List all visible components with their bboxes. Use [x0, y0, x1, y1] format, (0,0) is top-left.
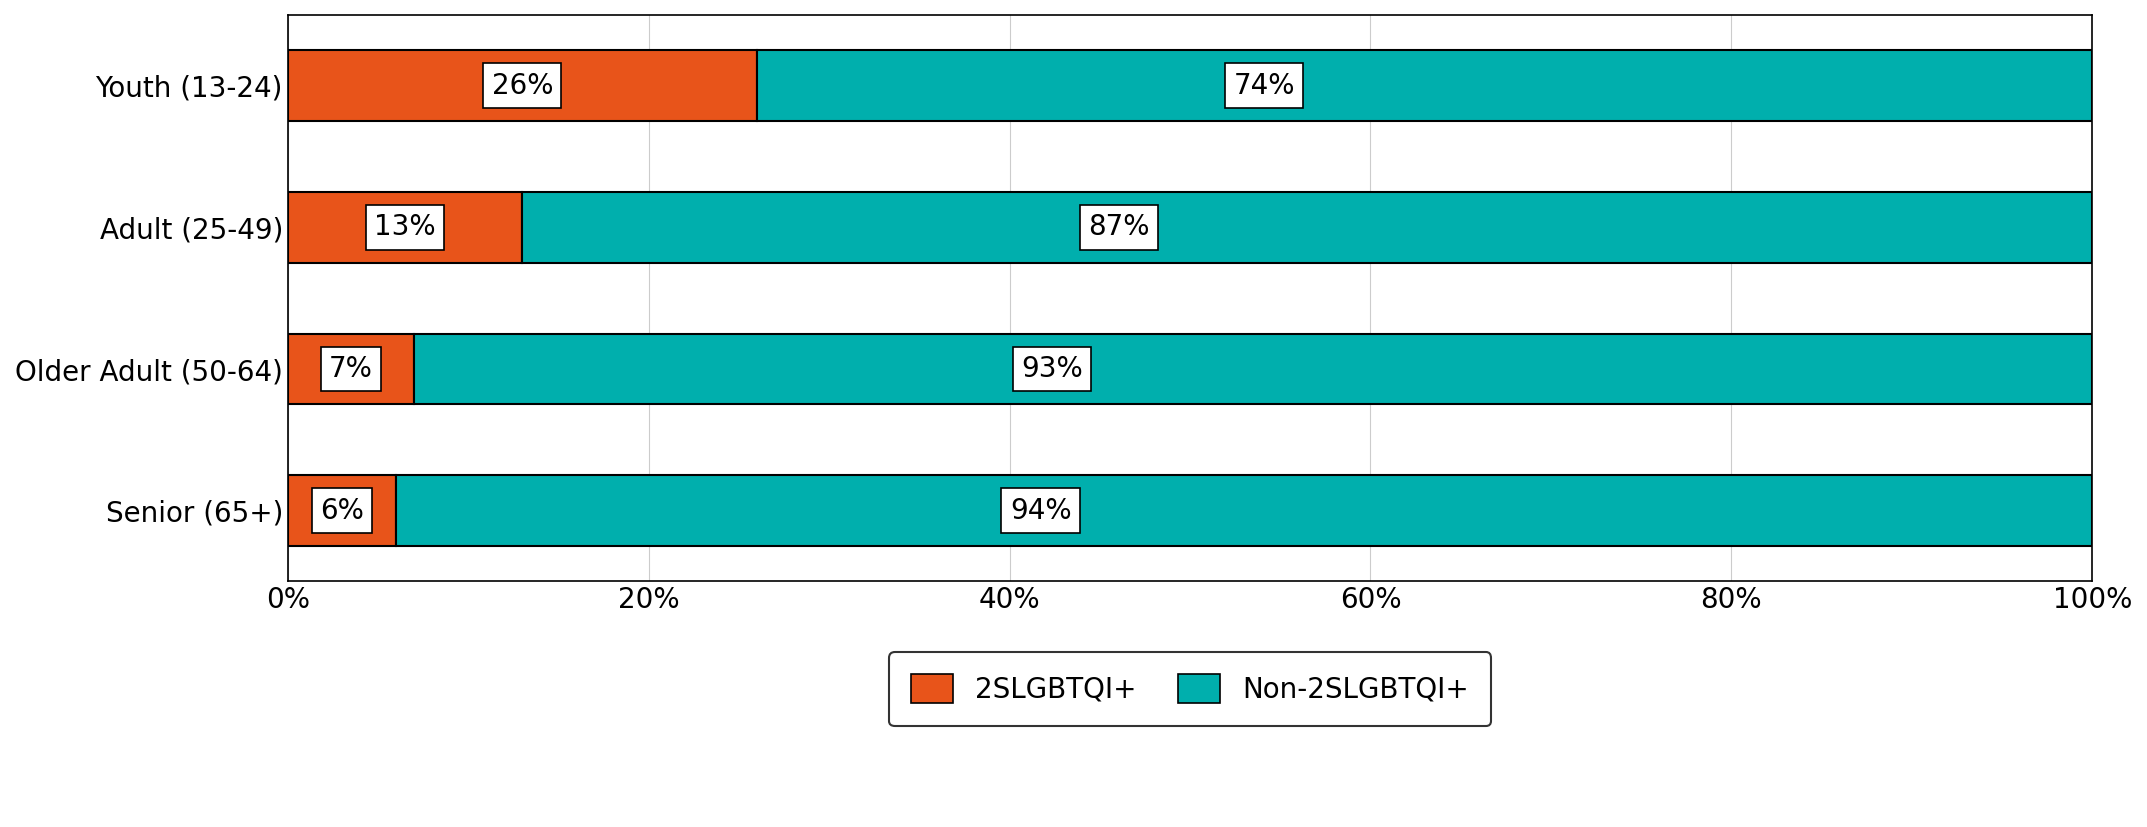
Bar [522, 192, 2093, 263]
Legend: 2SLGBTQI+, Non-2SLGBTQI+: 2SLGBTQI+, Non-2SLGBTQI+ [889, 652, 1492, 726]
Bar [758, 50, 2093, 122]
Text: 74%: 74% [1235, 72, 1295, 100]
Bar [288, 192, 522, 263]
Bar [288, 476, 395, 546]
Text: 7%: 7% [328, 355, 374, 383]
Bar [288, 50, 758, 122]
Text: 94%: 94% [1009, 497, 1071, 524]
Bar [414, 333, 2093, 404]
Text: 87%: 87% [1089, 213, 1149, 241]
Bar [395, 476, 2093, 546]
Text: 93%: 93% [1022, 355, 1082, 383]
Text: 13%: 13% [374, 213, 436, 241]
Text: 6%: 6% [320, 497, 363, 524]
Text: 26%: 26% [492, 72, 554, 100]
Bar [288, 333, 414, 404]
